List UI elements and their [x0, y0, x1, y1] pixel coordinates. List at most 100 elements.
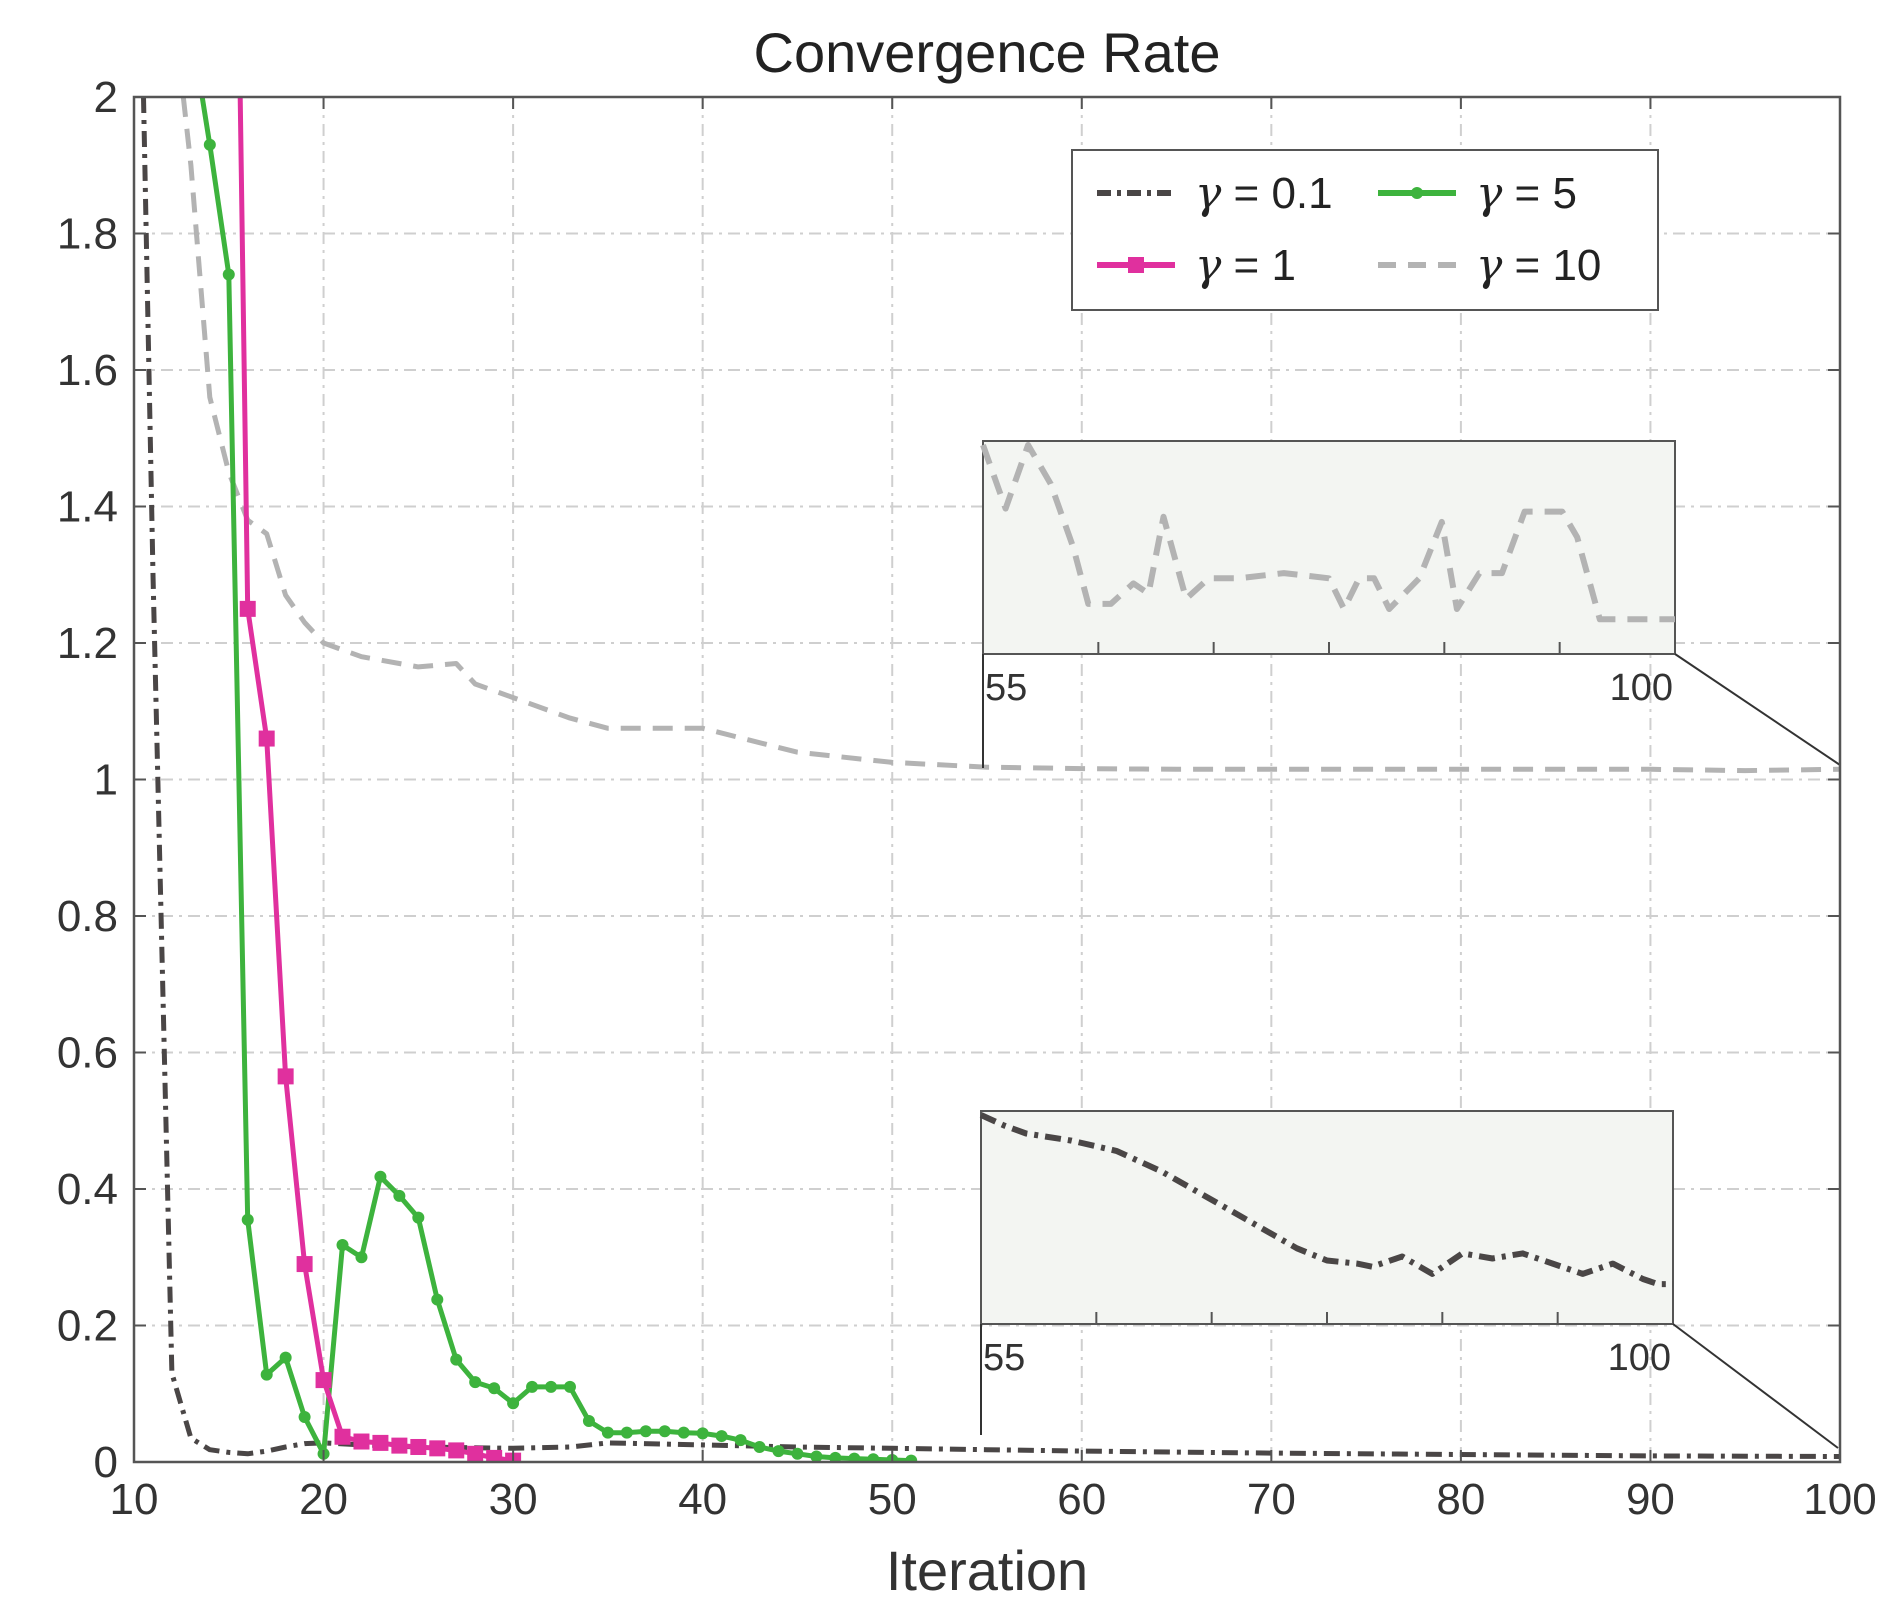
series-1-marker [486, 1449, 503, 1462]
legend-entry-0-1-gamma: γ [1195, 168, 1222, 219]
series-5-marker [829, 1451, 842, 1462]
inset-gamma-10: 55 100 [980, 440, 1841, 768]
x-axis-label: Iteration [886, 1539, 1088, 1602]
y-tick-label: 0.4 [57, 1165, 118, 1214]
x-tick-label: 30 [489, 1475, 538, 1524]
series-5-marker [620, 1426, 633, 1439]
series-5-marker [412, 1211, 425, 1224]
inset-gamma-10-tick-label: 100 [1610, 667, 1673, 709]
series-5-marker [241, 1213, 254, 1226]
series-5-marker [696, 1427, 709, 1440]
inset-gamma-0.1: 55 100 [979, 1110, 1839, 1449]
series-5-marker [279, 1351, 292, 1364]
series-5-marker [715, 1430, 728, 1443]
series-5-marker [753, 1440, 766, 1453]
legend-box [1071, 149, 1659, 311]
series-5-marker [526, 1380, 539, 1393]
legend-entry-5-gamma: γ [1476, 168, 1503, 219]
x-tick-label: 20 [299, 1475, 348, 1524]
series-5-marker [431, 1293, 444, 1306]
y-tick-label: 2 [94, 73, 118, 122]
series-5-marker [810, 1450, 823, 1462]
legend-entry-1-value: = 1 [1221, 241, 1296, 290]
series-5-marker [848, 1452, 861, 1462]
legend-entry-0-1: γ = 0.1 [1097, 168, 1333, 219]
y-tick-label: 1.8 [57, 210, 118, 259]
series-5-marker [393, 1189, 406, 1202]
y-tick-label: 1.6 [57, 346, 118, 395]
series-5-marker [582, 1415, 595, 1428]
legend-entry-1: γ = 1 [1097, 240, 1296, 291]
legend-entry-10-value: = 10 [1502, 241, 1601, 290]
legend-entry-5: γ = 5 [1378, 168, 1577, 219]
series-5-marker [867, 1453, 880, 1462]
legend-entry-10: γ = 10 [1378, 240, 1601, 291]
series-1-marker [410, 1438, 427, 1455]
series-1-marker [372, 1434, 389, 1451]
y-tick-label: 0.8 [57, 892, 118, 941]
legend-entry-10-gamma: γ [1476, 240, 1503, 291]
x-tick-label: 80 [1436, 1475, 1485, 1524]
series-1-marker [258, 730, 275, 747]
inset-gamma-10-line [980, 442, 1675, 623]
series-5-marker [450, 1353, 463, 1366]
legend-entry-0-1-value: = 0.1 [1221, 169, 1332, 218]
series-5-marker [374, 1170, 387, 1183]
inset-gamma-0.1-tick-label: 100 [1608, 1337, 1671, 1379]
series-5-marker [507, 1397, 520, 1410]
x-tick-label: 10 [110, 1475, 159, 1524]
series-1-marker [391, 1437, 408, 1454]
chart-title: Convergence Rate [754, 21, 1221, 84]
legend-entry-5-marker [1411, 187, 1423, 199]
y-tick-label: 0.2 [57, 1302, 118, 1351]
x-tick-label: 70 [1247, 1475, 1296, 1524]
series-5-marker [469, 1376, 482, 1389]
inset-gamma-10-tick-label: 55 [985, 667, 1027, 709]
series-5-marker [222, 268, 235, 281]
x-tick-label: 100 [1803, 1475, 1876, 1524]
series-5-marker [677, 1426, 690, 1439]
series-1-marker [239, 600, 256, 617]
x-tick-label: 90 [1626, 1475, 1675, 1524]
inset-layer: 55 100 55 100 [979, 440, 1841, 1449]
series-10-line [180, 97, 1840, 774]
inset-gamma-10-box [982, 440, 1676, 655]
series-1-marker [315, 1372, 332, 1389]
series-5-marker [772, 1445, 785, 1458]
series-1-marker [334, 1428, 351, 1445]
series-5-marker [336, 1238, 349, 1251]
inset-gamma-0.1-connector [1672, 1323, 1839, 1449]
series-1-line [237, 97, 514, 1462]
y-tick-label: 1.2 [57, 619, 118, 668]
legend-entry-10-label: γ = 10 [1476, 240, 1601, 291]
legend-entry-5-value: = 5 [1502, 169, 1577, 218]
series-1-marker [448, 1442, 465, 1459]
legend-entry-1-label: γ = 1 [1195, 240, 1296, 291]
series-5-marker [734, 1434, 747, 1447]
x-tick-label: 40 [678, 1475, 727, 1524]
x-tick-label: 50 [868, 1475, 917, 1524]
series-1-marker [296, 1256, 313, 1273]
series-5-marker [601, 1426, 614, 1439]
legend-entry-5-label: γ = 5 [1476, 168, 1577, 219]
legend-entry-0-1-label: γ = 0.1 [1195, 168, 1333, 219]
series-1-marker [467, 1445, 484, 1462]
x-tick-label: 60 [1057, 1475, 1106, 1524]
y-tick-label: 1.4 [57, 483, 118, 532]
inset-gamma-10-connector [1674, 653, 1841, 766]
series-5-marker [203, 138, 216, 151]
series-layer [141, 97, 1840, 1462]
inset-gamma-0.1-tick-label: 55 [983, 1337, 1025, 1379]
y-tick-label: 0 [94, 1438, 118, 1487]
series-5-marker [658, 1425, 671, 1438]
inset-gamma-0.1-line [979, 1112, 1673, 1288]
y-tick-label: 0.6 [57, 1029, 118, 1078]
series-1-marker [277, 1068, 294, 1085]
legend-entry-1-marker [1128, 257, 1144, 273]
series-5-marker [791, 1447, 804, 1460]
series-5-marker [905, 1454, 918, 1462]
series-5-marker [545, 1380, 558, 1393]
series-5-marker [298, 1410, 311, 1423]
axis-ticks: 10 20 30 40 50 60 70 80 90 100 0 0.2 0.4 0.6 0.8 1 1.2 1.… [57, 73, 1877, 1524]
